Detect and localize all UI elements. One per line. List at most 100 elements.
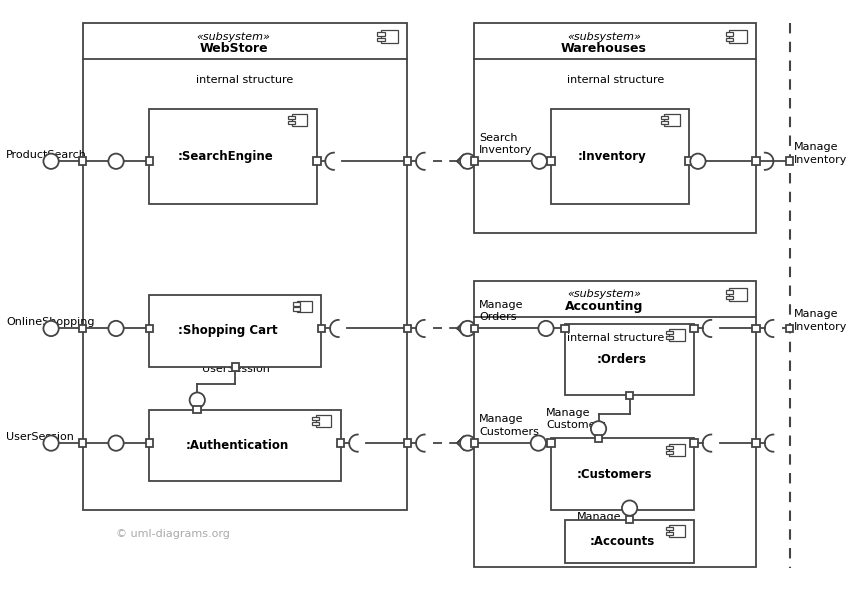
Circle shape [43,154,59,169]
Bar [377,33,384,36]
Bar [626,506,633,514]
Bar [665,115,680,126]
Bar [666,450,672,454]
Circle shape [591,421,606,436]
Circle shape [460,321,475,336]
Bar [561,324,569,332]
Text: Accounting: Accounting [564,300,643,313]
Bar [726,38,734,41]
Bar [669,525,684,537]
Bar [318,324,326,332]
Bar [471,324,479,332]
Bar [547,157,554,165]
Bar [666,336,672,339]
Bar [312,422,320,425]
Circle shape [531,154,547,169]
Bar [313,157,320,165]
Bar [752,324,760,332]
Text: Manage
Customers: Manage Customers [479,414,539,437]
Bar [666,446,672,449]
Bar [293,303,300,306]
Bar [752,157,760,165]
Circle shape [690,154,706,169]
Circle shape [460,154,475,169]
Bar [666,527,672,530]
Text: ProductSearch: ProductSearch [6,150,87,160]
Bar [288,121,295,124]
Bar [729,30,746,43]
Text: Search
Inventory: Search Inventory [479,132,532,155]
Bar [565,324,694,395]
Bar [661,121,668,124]
Text: internal structure: internal structure [196,75,293,85]
Bar [79,439,87,447]
Circle shape [43,436,59,451]
Bar [626,391,633,399]
Text: Manage
Inventory: Manage Inventory [793,142,847,164]
Bar [565,519,694,563]
Bar [690,324,698,332]
Text: :Inventory: :Inventory [578,150,647,163]
Bar [661,116,668,119]
Bar [377,38,384,41]
Text: OnlineShopping: OnlineShopping [6,317,94,327]
Text: :Shopping Cart: :Shopping Cart [178,324,278,337]
Bar [194,406,201,414]
Bar [82,22,407,510]
Bar [726,290,734,294]
Bar [312,417,320,420]
Bar [232,363,240,371]
Bar [551,439,694,510]
Circle shape [109,321,124,336]
Bar [785,324,793,332]
Bar [79,324,87,332]
Bar [474,22,756,233]
Circle shape [190,392,205,408]
Bar [315,415,331,427]
Circle shape [43,321,59,336]
Bar [685,157,693,165]
Bar [293,307,300,310]
Bar [726,296,734,299]
Bar [666,532,672,535]
Bar [404,439,411,447]
Bar [145,439,153,447]
Bar [288,116,295,119]
Text: internal structure: internal structure [567,333,664,343]
Bar [726,33,734,36]
Text: internal structure: internal structure [567,75,664,85]
Circle shape [622,501,638,516]
Text: :Accounts: :Accounts [589,534,654,547]
Bar [666,331,672,335]
Bar [551,109,689,204]
Bar [471,439,479,447]
Text: WebStore: WebStore [199,43,268,56]
Circle shape [109,436,124,451]
Bar [292,115,307,126]
Text: Manage
Customers: Manage Customers [546,408,606,430]
Text: Manage
Accounts: Manage Accounts [577,512,628,534]
Bar [669,329,684,341]
Text: :Customers: :Customers [577,467,653,480]
Bar [150,295,321,366]
Text: Manage
Orders: Manage Orders [479,300,524,322]
Text: UserSession: UserSession [202,364,270,374]
Text: «subsystem»: «subsystem» [567,31,641,41]
Bar [690,439,698,447]
Bar [595,434,603,442]
Text: «subsystem»: «subsystem» [567,290,641,300]
Text: © uml-diagrams.org: © uml-diagrams.org [116,529,230,539]
Bar [547,439,554,447]
Bar [729,288,746,301]
Text: Manage
Inventory: Manage Inventory [793,309,847,332]
Text: :Authentication: :Authentication [186,439,289,452]
Circle shape [538,321,553,336]
Text: :SearchEngine: :SearchEngine [178,150,274,163]
Bar [474,281,756,567]
Circle shape [109,154,124,169]
Bar [669,444,684,456]
Bar [404,324,411,332]
Bar [626,516,633,524]
Bar [297,301,312,312]
Bar [752,439,760,447]
